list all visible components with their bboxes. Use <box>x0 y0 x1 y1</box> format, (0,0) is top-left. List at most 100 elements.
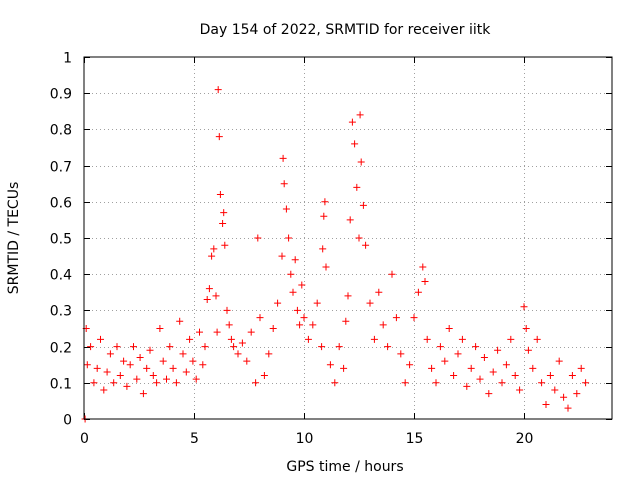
data-point <box>196 328 203 336</box>
data-point <box>428 364 436 372</box>
data-point <box>356 111 364 119</box>
data-point <box>260 372 268 380</box>
data-point <box>355 234 363 242</box>
data-point <box>362 241 370 249</box>
data-point <box>370 335 378 343</box>
data-point <box>289 288 297 296</box>
data-point <box>318 343 326 351</box>
data-point <box>454 350 462 358</box>
data-point <box>136 353 144 361</box>
data-point <box>214 86 222 94</box>
data-point <box>186 335 194 343</box>
data-point <box>340 364 348 372</box>
data-point <box>560 393 568 401</box>
data-point <box>234 350 242 358</box>
data-point <box>357 158 365 166</box>
data-point <box>210 245 218 253</box>
data-point <box>436 343 444 351</box>
plot-frame <box>83 56 613 420</box>
x-tick-label: 0 <box>80 431 89 447</box>
data-point <box>498 379 506 387</box>
data-point <box>203 296 211 304</box>
data-series <box>81 86 590 423</box>
data-point <box>344 292 352 300</box>
data-point <box>265 350 273 358</box>
data-point <box>282 205 290 213</box>
data-point <box>319 245 327 253</box>
data-point <box>182 368 190 376</box>
data-point <box>201 343 209 351</box>
data-point <box>274 299 282 307</box>
data-point <box>100 386 108 394</box>
data-point <box>216 191 224 199</box>
data-point <box>485 390 493 398</box>
data-point <box>309 321 317 329</box>
data-point <box>133 375 141 383</box>
data-point <box>568 372 576 380</box>
data-point <box>573 390 581 398</box>
data-point <box>199 361 207 369</box>
data-point <box>419 263 427 271</box>
data-point <box>252 379 260 387</box>
data-point <box>359 201 367 209</box>
data-point <box>254 234 262 242</box>
data-point <box>445 325 453 332</box>
data-point <box>256 314 264 322</box>
x-tick-label: 10 <box>296 431 314 447</box>
data-point <box>375 288 383 296</box>
data-point <box>555 357 563 365</box>
data-point <box>392 314 400 322</box>
y-axis-label: SRMTID / TECUs <box>6 182 22 295</box>
data-point <box>296 321 304 329</box>
data-point <box>113 343 121 351</box>
data-point <box>205 285 213 293</box>
x-axis-ticks: 0 5 10 15 20 <box>80 57 533 447</box>
data-point <box>300 314 308 322</box>
data-point <box>83 361 91 369</box>
data-point <box>146 346 154 354</box>
data-point <box>220 209 228 217</box>
data-point <box>366 299 374 307</box>
data-point <box>304 335 312 343</box>
data-point <box>546 372 554 380</box>
data-point <box>564 404 572 412</box>
data-point <box>450 372 458 380</box>
data-point <box>172 379 180 387</box>
data-point <box>480 353 488 361</box>
y-tick-label: 0.5 <box>50 232 72 248</box>
data-point <box>159 357 167 365</box>
y-tick-label: 1 <box>63 51 72 67</box>
data-point <box>379 321 387 329</box>
data-point <box>208 252 216 260</box>
y-tick-label: 0.3 <box>50 304 72 320</box>
y-tick-label: 0.8 <box>50 123 72 139</box>
data-point <box>388 270 396 278</box>
data-point <box>163 375 170 383</box>
data-point <box>189 357 197 365</box>
data-point <box>524 346 532 354</box>
data-point <box>321 198 329 206</box>
y-tick-label: 0.9 <box>50 87 72 103</box>
data-point <box>577 364 585 372</box>
x-tick-label: 15 <box>406 431 424 447</box>
data-point <box>287 270 295 278</box>
data-point <box>298 281 306 289</box>
data-point <box>87 343 95 351</box>
data-point <box>280 180 288 188</box>
data-point <box>507 335 515 343</box>
data-point <box>494 346 502 354</box>
data-point <box>166 343 174 351</box>
data-point <box>348 118 356 126</box>
data-point <box>320 212 328 220</box>
data-point <box>213 328 221 336</box>
data-point <box>116 372 124 380</box>
y-tick-label: 0.6 <box>50 196 72 212</box>
data-point <box>215 133 223 141</box>
data-point <box>335 343 343 351</box>
data-point <box>97 335 104 343</box>
data-point <box>225 321 233 329</box>
data-point <box>529 364 537 372</box>
data-point <box>293 306 301 314</box>
data-point <box>192 375 200 383</box>
